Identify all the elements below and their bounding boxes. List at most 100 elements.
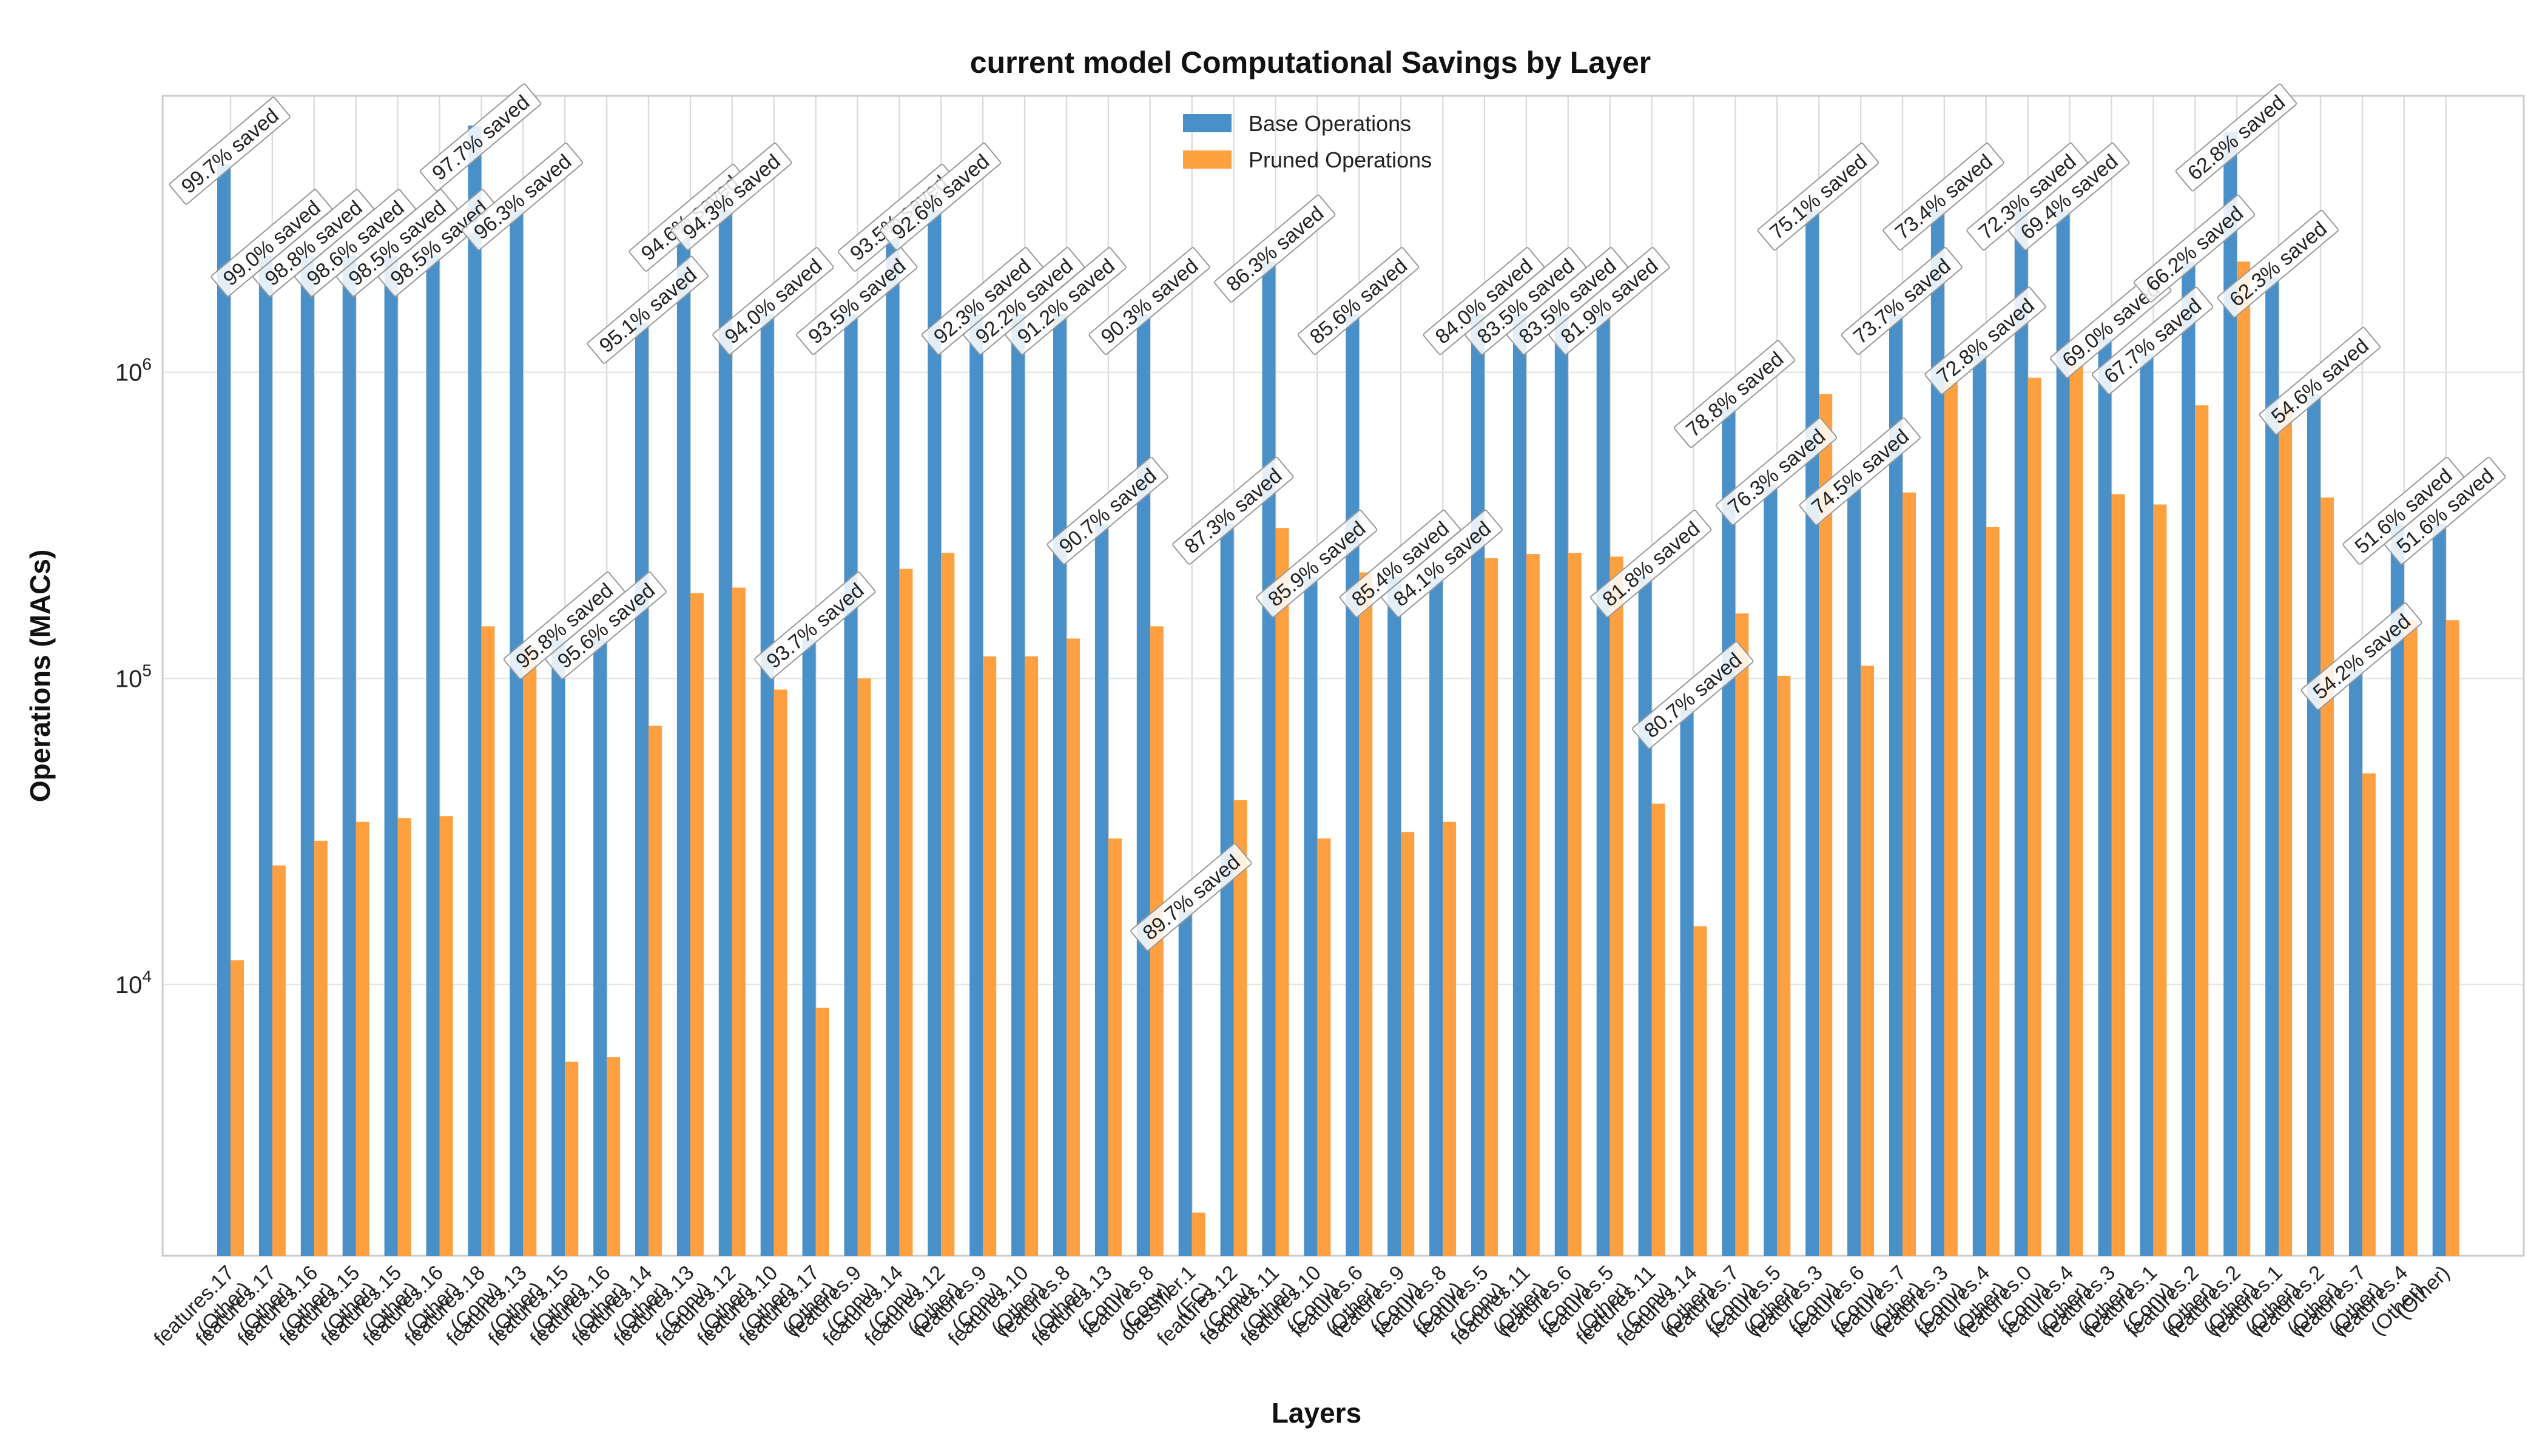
bar-pruned-operations [2320,497,2334,1256]
bar-pruned-operations [523,646,537,1256]
bar-base-operations [1136,314,1150,1256]
bars [217,125,2459,1256]
bar-base-operations [1512,314,1526,1256]
annotation-box [587,255,709,364]
annotation-box [2384,456,2506,565]
annotation-box [670,143,792,251]
bar-base-operations [1680,708,1694,1256]
annotation-box [1590,510,1712,618]
bar-pruned-operations [1233,800,1247,1256]
bar-base-operations [1346,314,1360,1256]
bar-base-operations [1847,484,1861,1256]
bar-pruned-operations [2362,773,2376,1256]
bar-base-operations [760,314,774,1256]
bar-base-operations [1387,576,1401,1256]
bar-base-operations [718,209,732,1256]
bar-pruned-operations [439,816,453,1256]
bar-pruned-operations [2069,366,2083,1256]
bar-pruned-operations [899,568,913,1256]
bar-pruned-operations [1903,492,1916,1256]
bar-pruned-operations [1275,528,1289,1256]
annotation-box [1297,247,1420,356]
bar-pruned-operations [1401,832,1415,1256]
annotation-box [796,247,918,356]
bar-pruned-operations [1526,554,1540,1256]
bar-base-operations [802,638,816,1256]
bar-base-operations [1429,576,1443,1256]
annotation-box [2008,143,2130,251]
bar-base-operations [886,231,900,1256]
bar-pruned-operations [607,1057,621,1256]
bar-base-operations [1220,524,1234,1256]
bar-pruned-operations [1861,666,1875,1256]
bar-base-operations [1889,314,1903,1256]
bar-base-operations [1178,910,1192,1256]
bar-pruned-operations [983,656,997,1256]
bar-pruned-operations [1485,558,1498,1256]
bar-base-operations [1304,576,1318,1256]
bar-base-operations [593,638,607,1256]
bar-pruned-operations [774,689,787,1256]
annotation-box [1130,843,1252,951]
bar-pruned-operations [565,1061,579,1256]
bar-pruned-operations [1108,838,1122,1256]
annotation-box [1715,417,1838,526]
annotation-box [378,189,500,297]
bar-base-operations [551,638,565,1256]
annotation-box [1924,286,2046,395]
bar-base-operations [844,314,858,1256]
bar-base-operations [1262,261,1276,1256]
legend-label-pruned: Pruned Operations [1249,147,1432,172]
bar-base-operations [217,163,231,1256]
annotation-box [2092,286,2214,395]
bar-base-operations [2348,669,2362,1256]
bar-pruned-operations [690,593,704,1256]
bar-pruned-operations [356,821,369,1256]
bar-base-operations [2014,209,2028,1256]
bar-pruned-operations [1693,926,1707,1256]
bar-pruned-operations [1819,394,1833,1256]
bar-base-operations [342,255,356,1256]
bar-base-operations [676,231,690,1256]
bar-base-operations [2307,394,2320,1256]
bar-base-operations [510,209,524,1256]
legend-label-base: Base Operations [1249,111,1411,136]
bar-pruned-operations [2153,504,2167,1256]
bar-base-operations [1011,314,1025,1256]
bar-pruned-operations [815,1008,829,1256]
bar-base-operations [2056,209,2070,1256]
bar-pruned-operations [2445,620,2459,1256]
bar-base-operations [1596,314,1610,1256]
bar-pruned-operations [732,587,746,1256]
bar-pruned-operations [1359,572,1373,1256]
bar-pruned-operations [1777,675,1791,1256]
annotation-box [1381,510,1503,618]
bar-pruned-operations [397,818,411,1256]
bar-base-operations [1554,314,1568,1256]
annotation-box [754,571,876,679]
legend-swatch-pruned [1183,150,1232,169]
annotation-box [712,247,834,356]
bar-base-operations [1638,576,1652,1256]
bar-base-operations [2265,277,2279,1256]
bar-base-operations [258,255,272,1256]
annotation-box [2133,194,2256,303]
bar-base-operations [384,255,398,1256]
annotation-box [1632,641,1754,749]
bar-pruned-operations [2027,377,2041,1256]
bar-base-operations [2432,524,2446,1256]
bar-base-operations [1094,524,1108,1256]
legend: Base Operations Pruned Operations [1183,111,1432,172]
bar-base-operations [969,314,983,1256]
annotation-box [461,143,584,251]
x-axis-label: Layers [1272,1397,1361,1429]
bar-pruned-operations [1944,382,1958,1256]
annotation-box [1799,417,1921,526]
bar-pruned-operations [1067,638,1080,1256]
y-axis-label: Operations (MACs) [24,550,56,803]
chart-title: current model Computational Savings by L… [970,46,1651,79]
bar-base-operations [468,125,482,1256]
annotation-box [1757,143,1879,251]
annotation-box [1088,247,1210,356]
